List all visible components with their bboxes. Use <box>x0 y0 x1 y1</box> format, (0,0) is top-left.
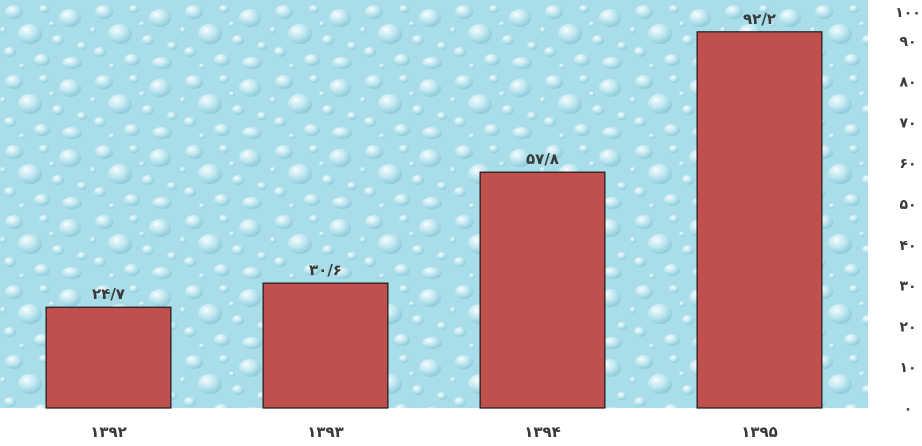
bar-value-label: ۹۲/۲ <box>743 10 776 28</box>
y-tick-label: ۳۰ <box>899 279 916 295</box>
y-tick-label: ۹۰ <box>899 34 916 50</box>
x-axis: ۱۳۹۲ ۱۳۹۳ ۱۳۹۴ ۱۳۹۵ <box>90 423 778 441</box>
x-tick-label: ۱۳۹۴ <box>524 423 561 441</box>
bar-value-label: ۵۷/۸ <box>526 150 559 168</box>
bar-series <box>45 31 823 409</box>
bar <box>479 171 606 409</box>
bar-value-label: ۲۴/۷ <box>92 285 125 303</box>
x-tick-label: ۱۳۹۵ <box>741 423 778 441</box>
x-tick-label: ۱۳۹۲ <box>90 423 127 441</box>
bar <box>45 306 172 409</box>
y-axis: ۰ ۱۰ ۲۰ ۳۰ ۴۰ ۵۰ ۶۰ ۷۰ ۸۰ ۹۰ ۱۰۰ <box>895 5 921 417</box>
x-tick-label: ۱۳۹۳ <box>307 423 344 441</box>
y-tick-label: ۴۰ <box>899 238 916 254</box>
y-tick-label: ۶۰ <box>899 156 916 172</box>
y-tick-label: ۰ <box>904 401 913 417</box>
y-tick-label: ۵۰ <box>899 197 916 213</box>
y-tick-label: ۲۰ <box>899 319 916 335</box>
bar <box>696 31 823 409</box>
y-tick-label: ۷۰ <box>899 115 916 131</box>
bar <box>262 282 389 409</box>
bar-value-label: ۳۰/۶ <box>309 261 342 279</box>
y-tick-label: ۱۰ <box>899 360 916 376</box>
y-tick-label: ۸۰ <box>899 75 916 91</box>
y-tick-label: ۱۰۰ <box>895 5 921 21</box>
data-labels: ۲۴/۷ ۳۰/۶ ۵۷/۸ ۹۲/۲ <box>92 10 776 303</box>
